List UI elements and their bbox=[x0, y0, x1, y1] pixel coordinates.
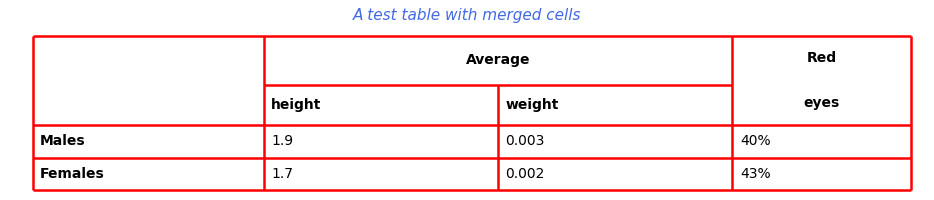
Text: 0.002: 0.002 bbox=[505, 167, 545, 181]
Text: Red

eyes: Red eyes bbox=[803, 51, 840, 110]
Text: 1.7: 1.7 bbox=[271, 167, 293, 181]
Text: Females: Females bbox=[40, 167, 105, 181]
Text: 0.003: 0.003 bbox=[505, 134, 545, 148]
Text: 43%: 43% bbox=[740, 167, 771, 181]
Text: Males: Males bbox=[40, 134, 86, 148]
Text: 1.9: 1.9 bbox=[271, 134, 293, 148]
Text: A test table with merged cells: A test table with merged cells bbox=[353, 8, 581, 23]
Text: height: height bbox=[271, 98, 321, 112]
Text: Average: Average bbox=[466, 53, 531, 67]
Text: 40%: 40% bbox=[740, 134, 771, 148]
Text: weight: weight bbox=[505, 98, 559, 112]
